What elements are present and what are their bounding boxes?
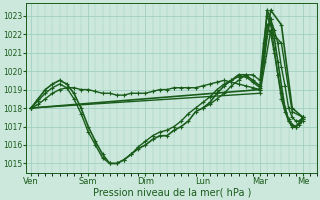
X-axis label: Pression niveau de la mer( hPa ): Pression niveau de la mer( hPa ) (92, 187, 251, 197)
